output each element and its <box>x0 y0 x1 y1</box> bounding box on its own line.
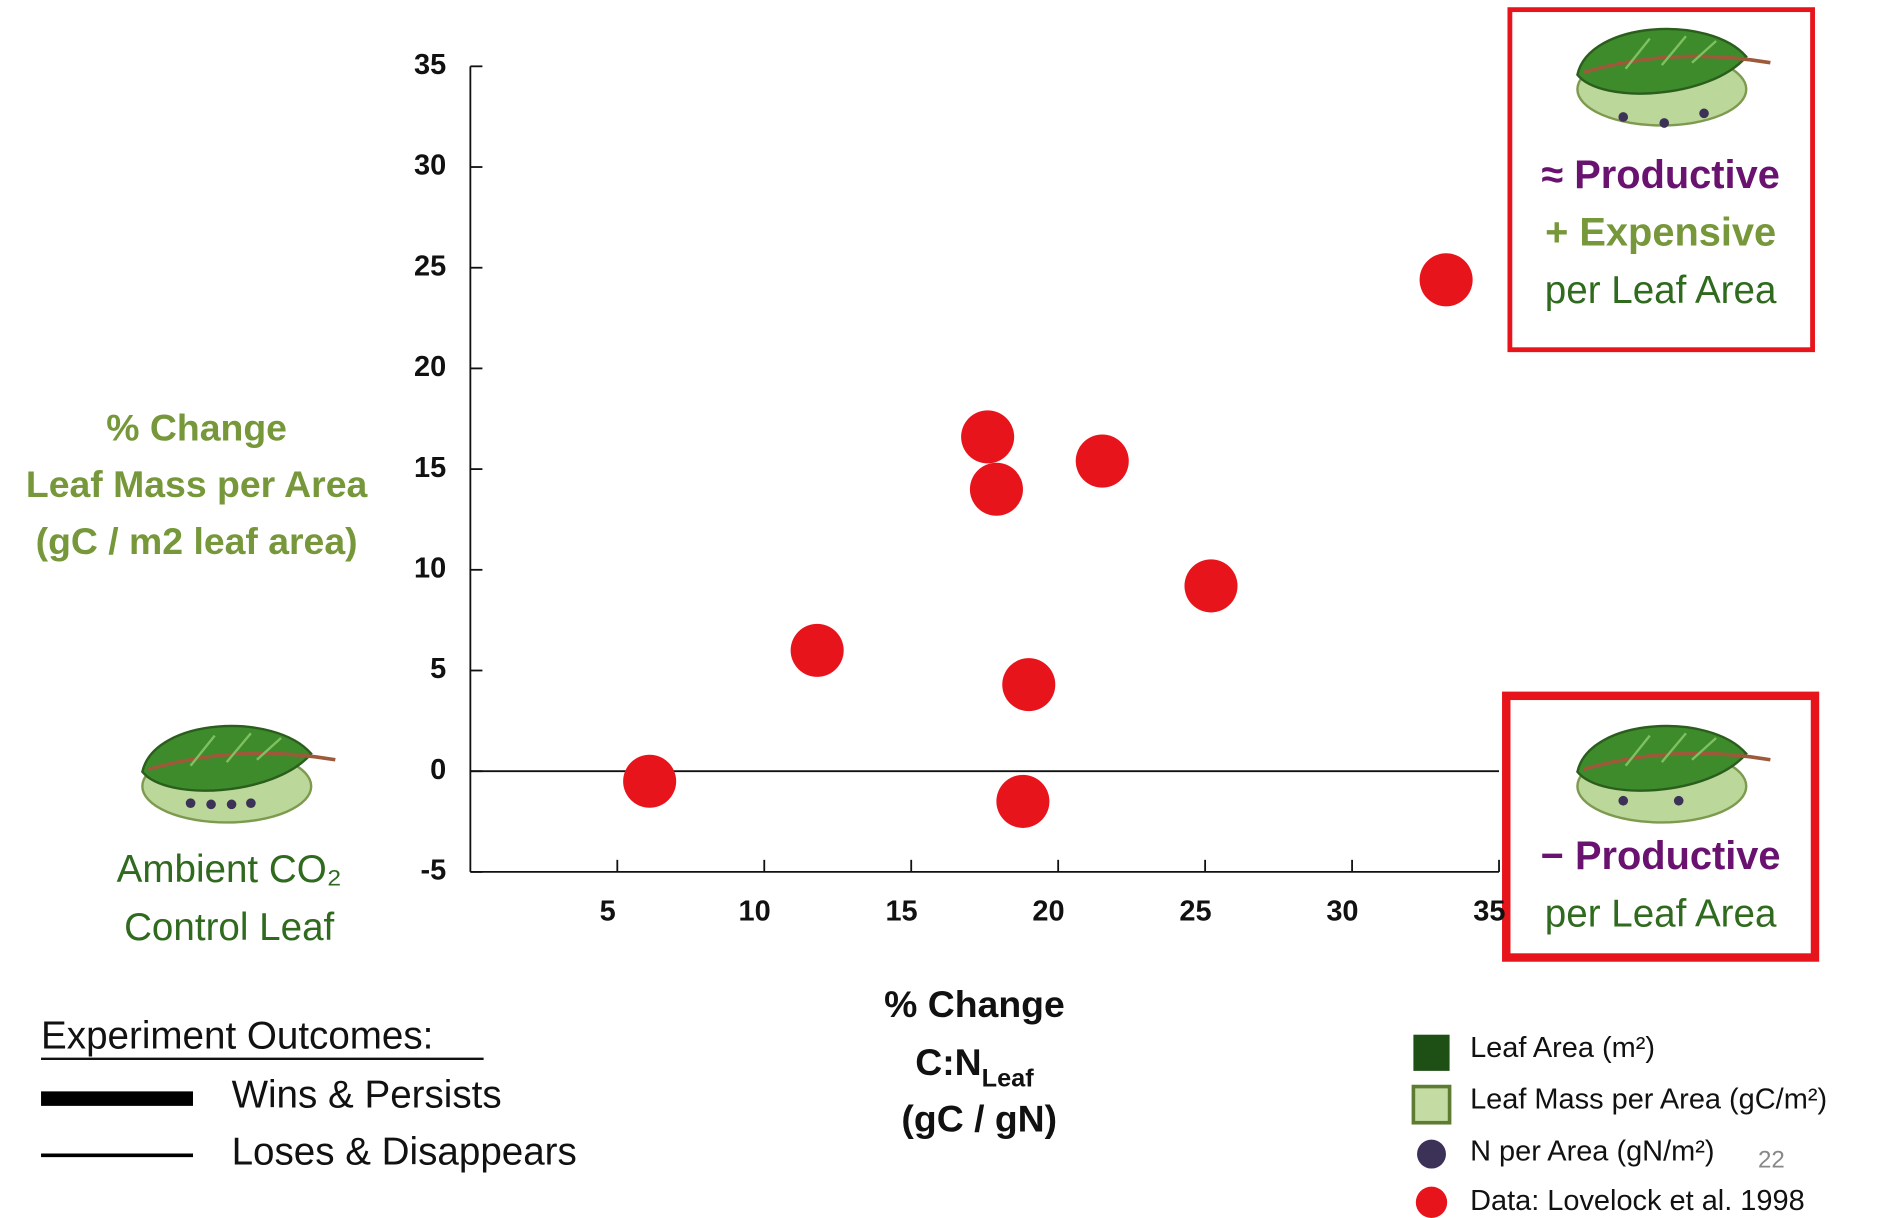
point <box>1002 658 1055 711</box>
legend-label: N per Area (gN/m²) <box>1470 1136 1714 1168</box>
control-label: Control Leaf <box>124 906 334 949</box>
x-tick-label: 30 <box>1326 896 1358 928</box>
box-text: + Expensive <box>1545 211 1776 255</box>
box-text: per Leaf Area <box>1545 269 1777 312</box>
legend-label: Leaf Mass per Area (gC/m²) <box>1470 1084 1827 1116</box>
n-dot <box>227 800 237 810</box>
legend-title: Experiment Outcomes: <box>41 1015 433 1058</box>
x-tick-label: 25 <box>1179 896 1211 928</box>
n-dot <box>1618 112 1628 122</box>
box-text: ≈ Productive <box>1541 153 1779 197</box>
y-axis-label: (gC / m2 leaf area) <box>36 520 358 562</box>
x-axis-label: C:N <box>915 1041 981 1083</box>
point <box>623 755 676 808</box>
n-dot <box>186 798 196 808</box>
n-dot <box>246 798 256 808</box>
y-tick-label: 25 <box>414 250 446 282</box>
point <box>1184 559 1237 612</box>
leaf-icon <box>1577 29 1770 125</box>
legend-swatch <box>1417 1140 1446 1169</box>
y-tick-label: 5 <box>430 653 446 685</box>
y-tick-label: 0 <box>430 754 446 786</box>
legend-label: Leaf Area (m²) <box>1470 1032 1655 1064</box>
y-tick-label: 15 <box>414 452 446 484</box>
point <box>970 463 1023 516</box>
x-tick-label: 15 <box>885 896 917 928</box>
n-dot <box>1674 796 1684 806</box>
n-dot <box>1659 118 1669 128</box>
leaf-icon <box>1577 726 1770 822</box>
y-tick-label: 30 <box>414 150 446 182</box>
legend-label: Loses & Disappears <box>232 1130 577 1173</box>
point <box>791 624 844 677</box>
y-axis-label: % Change <box>106 406 287 448</box>
legend-swatch <box>1413 1035 1449 1071</box>
n-dot <box>1618 796 1628 806</box>
y-axis-label: Leaf Mass per Area <box>26 463 369 505</box>
point <box>1420 253 1473 306</box>
n-dot <box>206 800 216 810</box>
page-number: 22 <box>1758 1147 1785 1174</box>
point <box>996 775 1049 828</box>
chart: -5 0 5 10 15 20 25 30 35 5 10 15 20 25 30 35 % Change Lea… <box>0 0 1891 1218</box>
box-text: − Productive <box>1541 834 1781 878</box>
x-tick-label: 10 <box>739 896 771 928</box>
leaf-icon <box>142 726 335 822</box>
legend-swatch <box>1413 1087 1449 1123</box>
y-tick-label: 10 <box>414 552 446 584</box>
point <box>961 410 1014 463</box>
x-axis-label: Leaf <box>982 1064 1035 1092</box>
x-axis-label: (gC / gN) <box>901 1097 1057 1139</box>
y-tick-label: 20 <box>414 351 446 383</box>
control-label: Ambient CO₂ <box>117 848 342 891</box>
x-tick-label: 35 <box>1473 896 1505 928</box>
x-axis-label: % Change <box>884 983 1065 1025</box>
legend-label: Wins & Persists <box>232 1074 502 1117</box>
n-dot <box>1699 109 1709 119</box>
legend-swatch <box>1416 1187 1447 1218</box>
point <box>1076 435 1129 488</box>
x-axis-label: C:NLeaf <box>915 1041 1034 1092</box>
y-tick-label: 35 <box>414 49 446 81</box>
x-tick-label: 20 <box>1032 896 1064 928</box>
x-tick-label: 5 <box>600 896 616 928</box>
box-text: per Leaf Area <box>1545 893 1777 936</box>
legend-label: Data: Lovelock et al. 1998 <box>1470 1185 1805 1217</box>
y-tick-label: -5 <box>421 855 447 887</box>
